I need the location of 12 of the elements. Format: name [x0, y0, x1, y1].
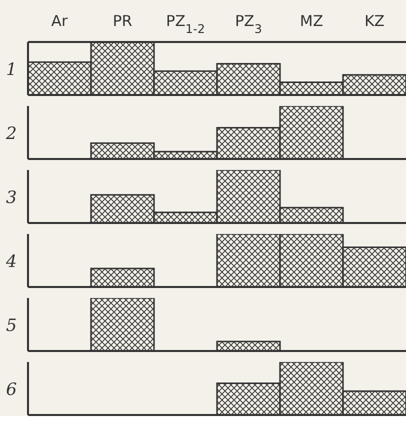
text: 4: [6, 252, 17, 272]
x-tick-label: MZ: [300, 12, 324, 30]
x-tick-label: PR: [112, 12, 132, 30]
text: 2: [6, 124, 17, 144]
x-tick-label: PZ$_{1-2}$: [166, 12, 205, 36]
x-tick-label: Ar: [51, 12, 69, 30]
x-tick-label: KZ: [364, 12, 385, 30]
text: 1: [6, 60, 17, 80]
text: 6: [6, 380, 17, 400]
text: 3: [6, 188, 17, 208]
text: 5: [6, 316, 17, 336]
x-tick-label: PZ$_{3}$: [235, 12, 262, 36]
